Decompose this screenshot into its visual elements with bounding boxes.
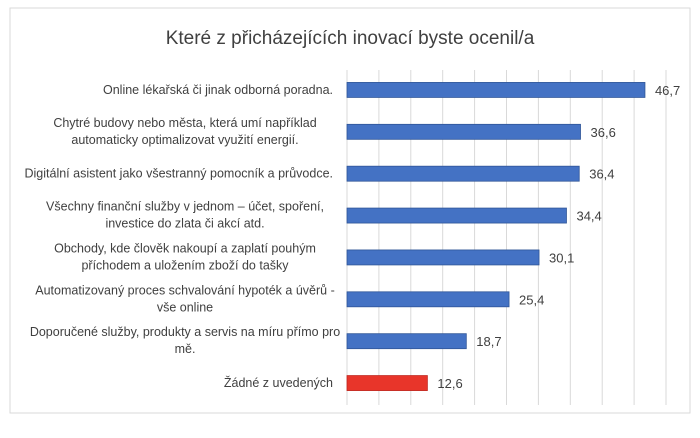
data-label: 30,1 <box>549 250 574 265</box>
bar <box>346 333 467 350</box>
category-label: vše online <box>157 300 213 314</box>
category-label: Online lékařská či jinak odborná poradna… <box>103 83 333 97</box>
category-label: Žádné z uvedených <box>224 375 333 390</box>
category-label: příchodem a uložením zboží do tašky <box>81 258 289 272</box>
bar <box>346 123 581 140</box>
bar <box>346 207 567 224</box>
bar <box>346 165 580 182</box>
category-label: investice do zlata či akcí atd. <box>105 217 264 231</box>
data-label: 18,7 <box>476 334 501 349</box>
data-label: 12,6 <box>437 376 462 391</box>
data-label: 36,4 <box>589 167 614 182</box>
data-label: 36,6 <box>591 125 616 140</box>
category-label: Chytré budovy nebo města, která umí např… <box>53 116 316 130</box>
data-label: 34,4 <box>576 209 601 224</box>
bar <box>346 82 646 98</box>
category-label: Automatizovaný proces schvalování hypoté… <box>35 283 334 297</box>
bar <box>346 249 540 266</box>
chart-title: Které z přicházejících inovací byste oce… <box>166 28 535 49</box>
data-label: 46,7 <box>655 83 680 98</box>
category-label: Všechny finanční služby v jednom – účet,… <box>46 200 324 214</box>
data-label: 25,4 <box>519 292 544 307</box>
bar <box>346 291 510 308</box>
category-label: Digitální asistent jako všestranný pomoc… <box>25 167 334 181</box>
category-label: Doporučené služby, produkty a servis na … <box>30 325 340 339</box>
bar <box>346 375 428 391</box>
category-label: automaticky optimalizovat využití energi… <box>71 133 298 147</box>
category-label: Obchody, kde člověk nakoupí a zaplatí po… <box>54 241 316 255</box>
category-label: mě. <box>175 342 196 356</box>
